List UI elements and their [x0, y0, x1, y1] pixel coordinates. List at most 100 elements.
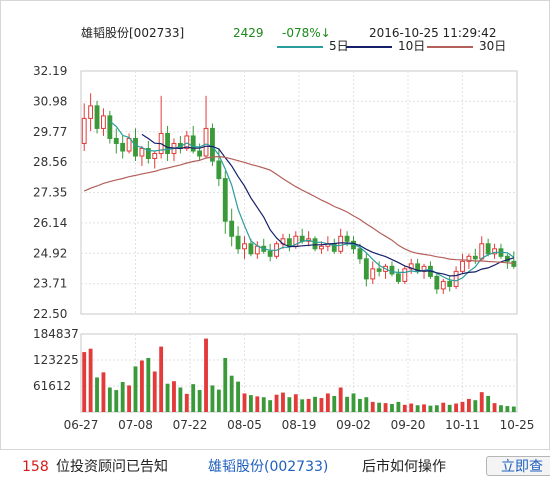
- date-axis-label: 09-20: [391, 418, 426, 432]
- legend-item-ma30: 30日: [427, 39, 506, 53]
- volume-bar: [242, 393, 247, 412]
- date-axis-label: 09-02: [336, 418, 371, 432]
- stock-chart: 32.19 30.98 29.77 28.56 27.35 26.14 24.92 23.71…: [33, 64, 535, 432]
- volume-bar: [127, 385, 132, 412]
- volume-bar: [261, 397, 266, 412]
- volume-bar: [511, 406, 516, 412]
- volume-bar: [300, 399, 305, 412]
- volume-bar: [101, 372, 106, 412]
- price-axis-label: 23.71: [33, 277, 67, 291]
- volume-bar: [204, 338, 208, 412]
- volume-bar: [139, 360, 144, 412]
- volume-bar: [107, 387, 112, 412]
- volume-bar: [152, 371, 157, 412]
- candle-body: [133, 137, 138, 157]
- legend-label-ma30: 30日: [479, 39, 507, 53]
- volume-bar: [499, 405, 503, 412]
- candle-body: [81, 117, 87, 144]
- legend-swatch-ma10: [346, 45, 392, 48]
- candle-body: [453, 270, 459, 287]
- candle-body: [88, 105, 94, 119]
- candle-body: [113, 137, 119, 144]
- volume-bar: [268, 400, 273, 412]
- price-axis-label: 22.50: [33, 307, 67, 321]
- volume-bar: [402, 404, 407, 412]
- promo-text: 位投资顾问已告知: [56, 459, 168, 475]
- volume-bar: [505, 406, 510, 412]
- volume-bar: [178, 387, 183, 412]
- volume-bar: [159, 346, 164, 412]
- candle-body: [190, 135, 196, 152]
- volume-bar: [357, 398, 362, 412]
- volume-bar: [88, 348, 93, 412]
- candle-body: [408, 263, 414, 270]
- ma-line-5: [109, 120, 515, 282]
- volume-bar: [114, 390, 119, 412]
- stock-link[interactable]: 雄韬股份(002733): [208, 459, 329, 475]
- volume-bar: [454, 403, 459, 412]
- date-axis-label: 08-05: [227, 418, 262, 432]
- timestamp: 2016-10-25 11:29:42: [369, 26, 497, 40]
- volume-bar: [486, 395, 491, 412]
- candle-body: [248, 243, 254, 255]
- volume-bar: [287, 397, 292, 412]
- volume-bar: [415, 405, 420, 412]
- volume-bar: [460, 401, 465, 412]
- candle-body: [216, 160, 222, 180]
- volume-bar: [409, 403, 414, 412]
- candle-body: [184, 135, 190, 149]
- candle-body: [210, 127, 215, 162]
- candle-body: [152, 153, 158, 160]
- volume-axis-label: 123225: [33, 353, 79, 367]
- volume-bar: [383, 403, 388, 412]
- volume-bar: [313, 396, 317, 412]
- candle-body: [363, 258, 369, 280]
- volume-bar: [223, 357, 228, 412]
- volume-bar: [473, 400, 478, 412]
- ma-line-30: [83, 155, 514, 264]
- volume-bar: [197, 390, 202, 412]
- volume-bar: [255, 396, 260, 412]
- volume-bar: [338, 387, 343, 412]
- volume-bar: [229, 375, 234, 412]
- date-axis-label: 08-19: [282, 418, 317, 432]
- candle-body: [466, 255, 472, 262]
- candle-body: [434, 275, 440, 290]
- legend-label-ma5: 5日: [329, 39, 349, 53]
- candle-body: [145, 147, 151, 160]
- volume-bar: [133, 366, 138, 412]
- volume-bar: [370, 401, 375, 412]
- volume-bar: [172, 381, 176, 412]
- candle-body: [319, 245, 324, 250]
- volume-bar: [236, 381, 241, 412]
- volume-axis-label: 184837: [33, 327, 79, 341]
- candle-body: [120, 142, 126, 152]
- candle-body: [395, 273, 401, 282]
- volume-bar: [396, 401, 401, 412]
- candle-body: [165, 132, 170, 155]
- volume-bar: [95, 377, 99, 412]
- chart-header: 雄韬股份[002733] 2429 -078%↓ 2016-10-25 11:2…: [1, 9, 550, 49]
- legend-item-ma5: 5日: [277, 39, 349, 53]
- volume-bar: [479, 392, 484, 412]
- candle-body: [344, 235, 350, 242]
- volume-bar: [216, 389, 221, 412]
- volume-bar: [248, 395, 253, 412]
- volume-bar: [325, 393, 330, 412]
- volume-bar: [377, 402, 382, 412]
- date-axis-label: 10-11: [445, 418, 480, 432]
- view-now-button[interactable]: 立即查: [486, 456, 550, 476]
- candle-body: [197, 150, 203, 157]
- volume-bar: [351, 393, 356, 412]
- date-axis-label: 10-25: [500, 418, 535, 432]
- legend-label-ma10: 10日: [398, 39, 426, 53]
- volume-bar: [345, 396, 350, 412]
- candle-body: [460, 260, 465, 272]
- price-axis-label: 26.14: [33, 216, 67, 230]
- candle-body: [402, 268, 408, 282]
- candle-body: [370, 268, 376, 280]
- price-axis-label: 27.35: [33, 186, 67, 200]
- stock-price: 2429: [233, 26, 264, 40]
- price-axis-label: 32.19: [33, 64, 67, 78]
- legend-swatch-ma30: [427, 45, 473, 48]
